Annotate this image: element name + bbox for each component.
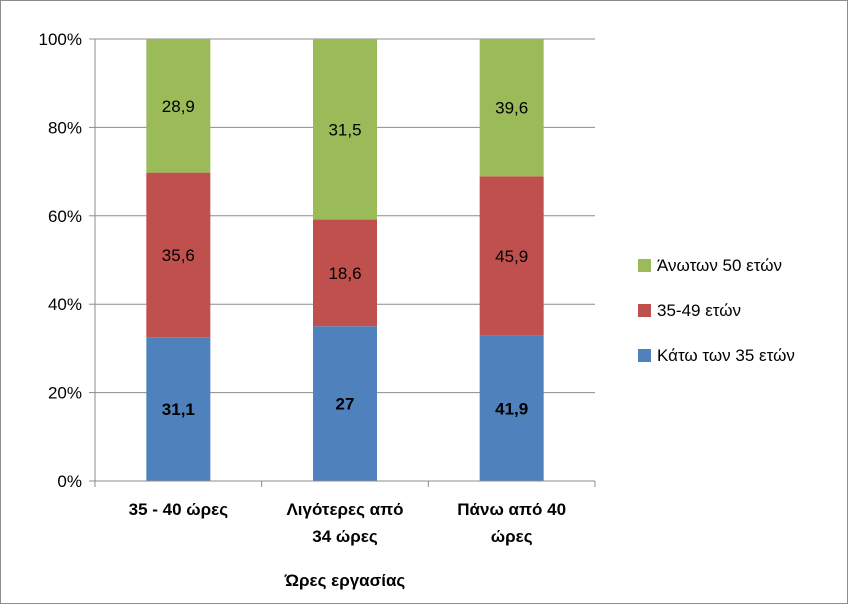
legend-swatch [638, 349, 651, 362]
axes [94, 39, 595, 482]
bar-segment [146, 337, 211, 481]
data-label: 39,6 [495, 99, 528, 118]
x-category-label: 35 - 40 ώρες [129, 500, 229, 519]
data-label: 31,5 [328, 120, 361, 139]
data-label: 35,6 [162, 246, 195, 265]
legend-label: 35-49 ετών [657, 301, 741, 320]
y-tick-label: 20% [48, 384, 82, 403]
y-tick-label: 0% [57, 472, 82, 491]
x-category-label: Λιγότερες από 34 ώρες [286, 500, 403, 546]
bar-segment [313, 39, 377, 220]
data-label: 27 [336, 395, 355, 414]
data-label: 31,1 [162, 400, 195, 419]
data-label: 41,9 [495, 399, 528, 418]
bar-segment [479, 176, 544, 336]
data-label: 28,9 [162, 97, 195, 116]
y-tick-label: 80% [48, 118, 82, 137]
bar-segment [479, 335, 544, 481]
bar-segment [146, 39, 211, 173]
x-axis-title: Ώρες εργασίας [284, 571, 406, 590]
bar-segment [313, 326, 377, 481]
legend-swatch [638, 259, 651, 272]
y-tick-label: 60% [48, 207, 82, 226]
data-label: 45,9 [495, 247, 528, 266]
x-category-label: Πάνω από 40 ώρες [457, 500, 566, 546]
data-label: 18,6 [328, 264, 361, 283]
y-tick-label: 100% [39, 30, 82, 49]
labels: 0% 20% 40% 60% 80% 100% 31,1 35,6 28,9 35 - 40 ώρ… [39, 30, 567, 546]
legend: Άνωτων 50 ετών 35-49 ετών Κάτω των 35 ετών [638, 256, 795, 365]
bar-segment [146, 172, 211, 338]
legend-label: Κάτω των 35 ετών [657, 346, 795, 365]
legend-swatch [638, 304, 651, 317]
bar-segment [479, 39, 544, 177]
bar-segment [313, 219, 377, 327]
legend-label: Άνωτων 50 ετών [657, 256, 782, 275]
y-tick-label: 40% [48, 295, 82, 314]
bars [146, 39, 544, 481]
